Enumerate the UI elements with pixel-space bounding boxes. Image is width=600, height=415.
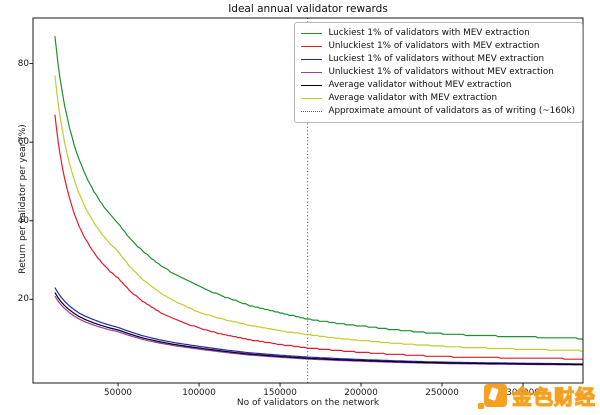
x-axis-label: No of validators on the network bbox=[236, 398, 380, 408]
legend-item: Approximate amount of validators as of w… bbox=[301, 105, 575, 118]
y-tick-label: 20 bbox=[17, 294, 29, 305]
y-tick-label: 80 bbox=[17, 58, 29, 69]
legend-label: Unluckiest 1% of validators with MEV ext… bbox=[328, 41, 540, 51]
plot-frame bbox=[32, 17, 584, 384]
legend-label: Average validator with MEV extraction bbox=[328, 93, 498, 103]
legend-label: Average validator without MEV extraction bbox=[328, 80, 512, 90]
legend-label: Luckiest 1% of validators with MEV extra… bbox=[328, 28, 530, 38]
x-tick-label: 300000 bbox=[506, 388, 540, 398]
x-tick-label: 250000 bbox=[425, 388, 459, 398]
series-line-5 bbox=[54, 75, 583, 352]
series-line-3 bbox=[54, 295, 584, 366]
legend-item: Average validator with MEV extraction bbox=[301, 92, 575, 105]
y-tick-label: 40 bbox=[17, 215, 29, 226]
watermark-text: 金色财经 bbox=[512, 385, 596, 410]
legend-item: Luckiest 1% of validators with MEV extra… bbox=[301, 27, 575, 40]
legend-label: Approximate amount of validators as of w… bbox=[328, 106, 575, 116]
x-tick-label: 100000 bbox=[182, 388, 216, 398]
x-tick-label: 150000 bbox=[263, 388, 297, 398]
x-tick-label: 50000 bbox=[104, 388, 133, 398]
legend-item: Luckiest 1% of validators without MEV ex… bbox=[301, 53, 575, 66]
jinse-finance-logo-icon bbox=[478, 384, 507, 409]
legend-swatch-icon bbox=[301, 33, 323, 34]
legend-swatch-icon bbox=[301, 46, 323, 47]
legend-swatch-icon bbox=[301, 111, 323, 112]
series-line-2 bbox=[54, 287, 583, 365]
series-line-1 bbox=[54, 114, 583, 360]
y-tick-label: 60 bbox=[17, 137, 29, 148]
legend-swatch-icon bbox=[301, 72, 323, 73]
legend-swatch-icon bbox=[301, 98, 323, 99]
legend: Luckiest 1% of validators with MEV extra… bbox=[294, 22, 583, 123]
x-tick-label: 200000 bbox=[344, 388, 378, 398]
legend-swatch-icon bbox=[301, 59, 323, 60]
legend-item: Unluckiest 1% of validators without MEV … bbox=[301, 66, 575, 79]
watermark: 金色财经 bbox=[478, 381, 596, 410]
chart-title: Ideal annual validator rewards bbox=[228, 3, 388, 15]
legend-item: Average validator without MEV extraction bbox=[301, 79, 575, 92]
series-line-0 bbox=[54, 36, 583, 340]
series-line-4 bbox=[54, 292, 583, 366]
legend-swatch-icon bbox=[301, 85, 323, 86]
legend-label: Unluckiest 1% of validators without MEV … bbox=[328, 67, 554, 77]
legend-item: Unluckiest 1% of validators with MEV ext… bbox=[301, 40, 575, 53]
legend-label: Luckiest 1% of validators without MEV ex… bbox=[328, 54, 545, 64]
